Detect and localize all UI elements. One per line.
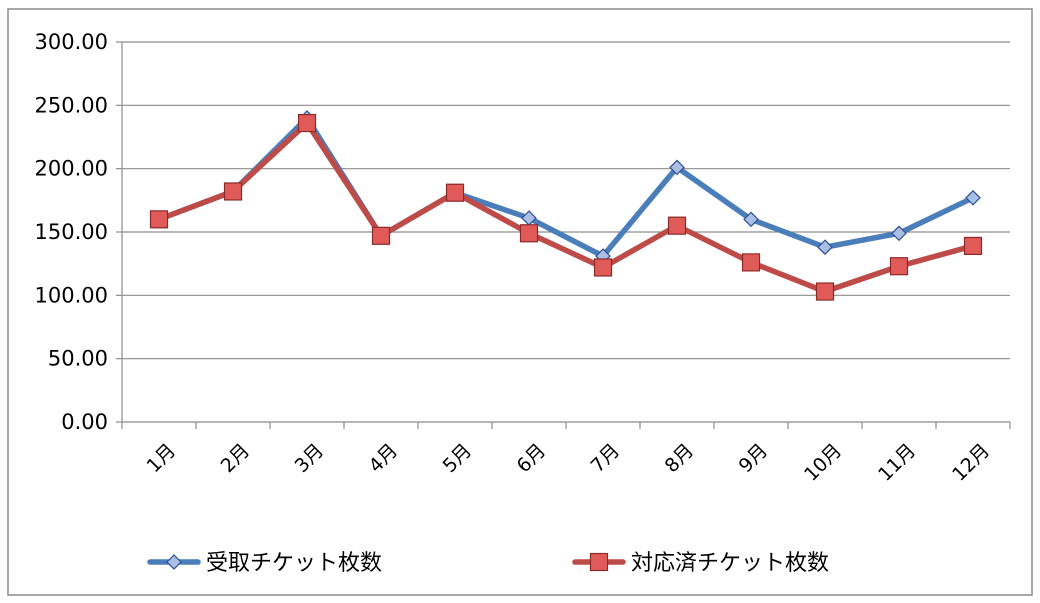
legend-label: 受取チケット枚数 <box>206 551 382 576</box>
series-2-point <box>593 258 613 277</box>
legend-item-1: 受取チケット枚数 <box>147 551 382 576</box>
series-lines <box>149 110 983 301</box>
y-tick-label: 100.00 <box>35 283 108 307</box>
legend-marker <box>589 552 609 572</box>
series-2-point <box>223 182 243 201</box>
legend-item-2: 対応済チケット枚数 <box>572 551 829 576</box>
series-1-point <box>891 225 907 242</box>
series-2-point <box>963 236 983 256</box>
chart-border <box>7 8 1033 596</box>
legend-marker <box>166 554 182 570</box>
y-tick-label: 50.00 <box>48 347 108 371</box>
series-2-point <box>371 226 391 245</box>
y-axis-ticks: 0.00 50.00 100.00 150.00 200.00 250.00 300.00 <box>35 30 108 434</box>
series-2-point <box>815 282 835 301</box>
y-tick-label: 300.00 <box>35 30 108 54</box>
series-2-point <box>297 113 317 133</box>
axes <box>116 41 1011 429</box>
y-tick-label: 250.00 <box>35 93 108 117</box>
y-tick-label: 0.00 <box>61 410 108 434</box>
series-1-point <box>669 159 685 176</box>
series-2-point <box>889 257 909 276</box>
series-2-point <box>445 183 465 202</box>
series-line-2 <box>156 120 976 295</box>
series-2-point <box>741 253 761 272</box>
y-tick-label: 200.00 <box>35 157 108 181</box>
series-line-1 <box>156 115 976 259</box>
series-1-point <box>743 211 759 228</box>
gridlines <box>122 41 1010 360</box>
series-1-point <box>817 239 833 256</box>
series-2-point <box>519 224 539 243</box>
y-tick-label: 150.00 <box>35 220 108 244</box>
series-2-point <box>667 216 687 235</box>
legend-label: 対応済チケット枚数 <box>631 551 829 576</box>
legend: 受取チケット枚数 対応済チケット枚数 <box>147 551 829 576</box>
series-1-point <box>965 189 981 206</box>
series-2-point <box>149 210 169 229</box>
